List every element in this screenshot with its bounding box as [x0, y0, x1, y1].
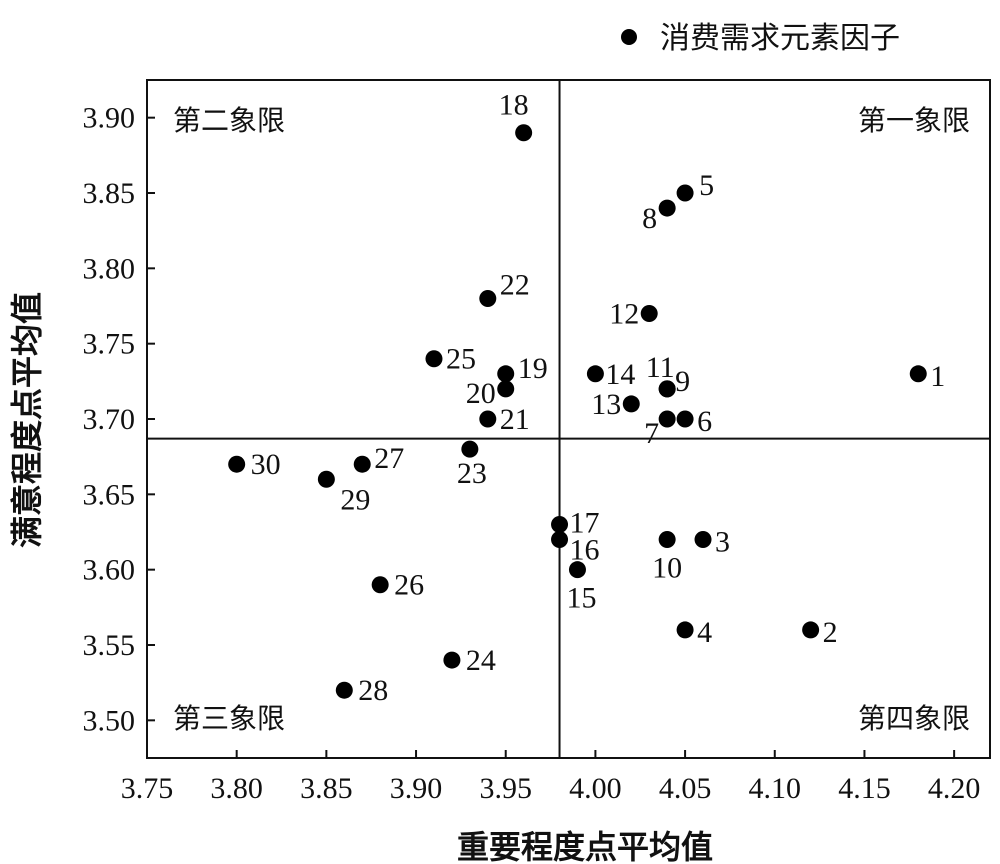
data-point-18: [515, 124, 533, 142]
data-point-24: [443, 651, 461, 669]
quadrant-label-3: 第三象限: [173, 702, 285, 735]
data-point-7: [658, 410, 676, 428]
y-tick-label: 3.50: [83, 704, 136, 737]
data-label-14: 14: [605, 358, 635, 391]
data-point-10: [658, 531, 676, 549]
data-label-30: 30: [251, 448, 281, 481]
data-point-21: [479, 410, 497, 428]
plot-frame: [146, 79, 991, 759]
data-point-5: [676, 184, 694, 202]
x-tick-label: 4.05: [659, 772, 712, 805]
legend-marker: [621, 29, 637, 45]
data-label-3: 3: [715, 526, 730, 559]
data-point-6: [676, 410, 694, 428]
data-point-28: [335, 681, 353, 699]
data-point-22: [479, 289, 497, 307]
x-tick-label: 4.00: [569, 772, 622, 805]
quadrant-label-1: 第一象限: [858, 104, 970, 137]
data-label-2: 2: [823, 616, 838, 649]
data-label-21: 21: [500, 403, 530, 436]
data-label-7: 7: [644, 417, 659, 450]
data-point-30: [228, 455, 246, 473]
data-point-8: [658, 199, 676, 217]
data-label-25: 25: [446, 343, 476, 376]
x-tick-label: 4.15: [838, 772, 891, 805]
y-tick-label: 3.80: [83, 252, 136, 285]
y-tick-label: 3.90: [83, 102, 136, 135]
data-label-12: 12: [609, 298, 639, 331]
data-point-15: [568, 561, 586, 579]
data-label-24: 24: [466, 644, 496, 677]
x-axis-title: 重要程度点平均值: [457, 828, 713, 864]
data-label-29: 29: [340, 483, 370, 516]
legend-label: 消费需求元素因子: [660, 21, 900, 56]
data-label-19: 19: [518, 352, 548, 385]
data-label-28: 28: [358, 674, 388, 707]
data-point-3: [694, 531, 712, 549]
data-label-6: 6: [697, 405, 712, 438]
data-point-2: [802, 621, 820, 639]
y-tick-label: 3.70: [83, 403, 136, 436]
data-point-20: [497, 380, 515, 398]
data-label-11: 11: [646, 351, 675, 384]
y-tick-label: 3.60: [83, 554, 136, 587]
data-point-14: [586, 365, 604, 383]
data-label-5: 5: [699, 169, 714, 202]
data-label-23: 23: [457, 457, 487, 490]
legend: 消费需求元素因子: [621, 21, 900, 56]
data-point-17: [551, 515, 569, 533]
x-tick-label: 3.85: [300, 772, 353, 805]
data-label-9: 9: [675, 365, 690, 398]
data-label-8: 8: [642, 202, 657, 235]
x-tick-label: 3.90: [390, 772, 443, 805]
data-point-23: [461, 440, 479, 458]
y-tick-label: 3.85: [83, 177, 136, 210]
y-tick-label: 3.65: [83, 478, 136, 511]
data-point-29: [317, 470, 335, 488]
data-label-10: 10: [652, 552, 682, 585]
data-point-25: [425, 350, 443, 368]
data-point-19: [497, 365, 515, 383]
data-label-20: 20: [466, 377, 496, 410]
data-point-27: [353, 455, 371, 473]
x-tick-label: 3.75: [121, 772, 174, 805]
y-axis-title: 满意程度点平均值: [8, 292, 46, 548]
data-point-26: [371, 576, 389, 594]
data-label-1: 1: [930, 360, 945, 393]
x-tick-label: 3.80: [210, 772, 263, 805]
y-tick-label: 3.55: [83, 629, 136, 662]
quadrant-label-2: 第二象限: [173, 104, 285, 137]
data-label-17: 17: [570, 506, 600, 539]
data-point-11: [658, 380, 676, 398]
data-label-26: 26: [394, 569, 424, 602]
data-label-22: 22: [500, 268, 530, 301]
data-point-4: [676, 621, 694, 639]
x-tick-label: 4.20: [928, 772, 981, 805]
quadrant-label-4: 第四象限: [858, 702, 970, 735]
data-point-12: [640, 305, 658, 323]
data-label-27: 27: [374, 442, 404, 475]
data-label-15: 15: [566, 582, 596, 615]
data-label-16: 16: [570, 534, 600, 567]
y-tick-label: 3.75: [83, 328, 136, 361]
data-label-13: 13: [591, 388, 621, 421]
data-point-13: [622, 395, 640, 413]
x-tick-label: 3.95: [479, 772, 532, 805]
x-tick-label: 4.10: [749, 772, 802, 805]
data-point-1: [909, 365, 927, 383]
data-label-4: 4: [697, 616, 712, 649]
data-label-18: 18: [499, 89, 529, 122]
data-point-16: [551, 531, 569, 549]
